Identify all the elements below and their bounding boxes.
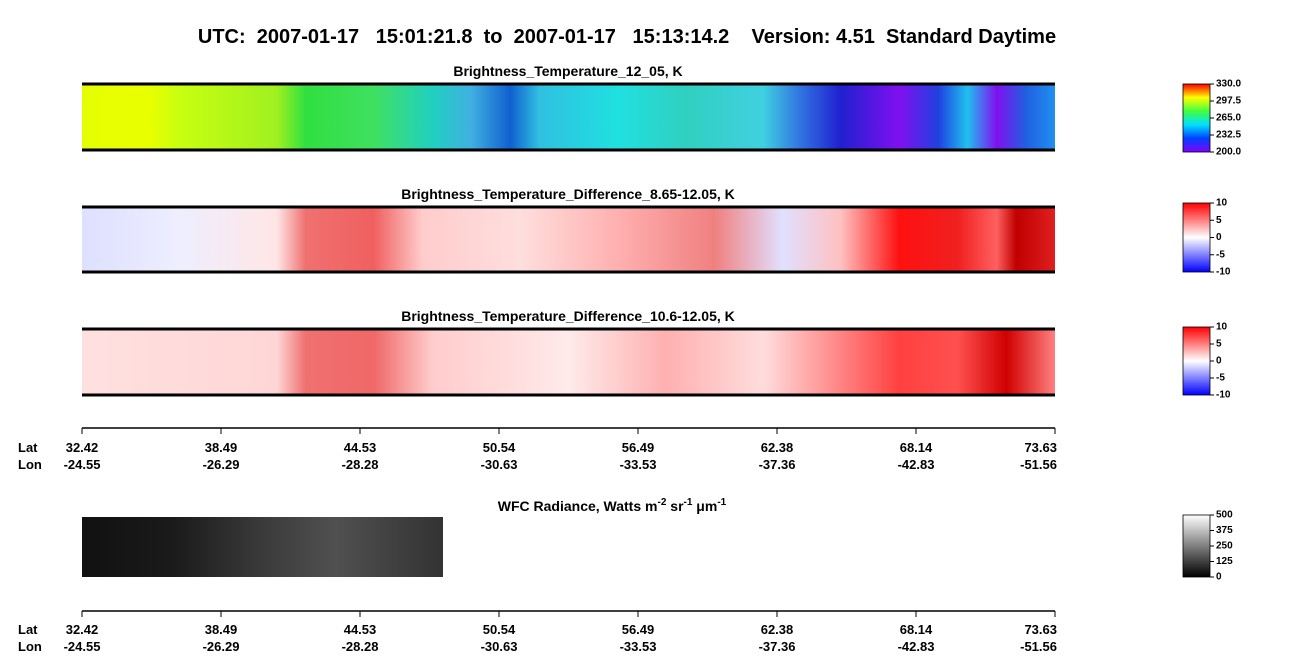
image-strip (82, 84, 1055, 150)
colorbar-label: 232.5 (1216, 130, 1241, 141)
colorbar-label: 0 (1216, 572, 1222, 583)
lat-label: 44.53 (344, 440, 377, 455)
lon-label: -24.55 (64, 639, 101, 654)
title-part: -2 (657, 497, 666, 508)
lon-label: -30.63 (481, 457, 518, 472)
colorbar-label: -5 (1216, 373, 1225, 384)
colorbar-label: 0 (1216, 356, 1222, 367)
lon-label: -42.83 (898, 457, 935, 472)
colorbar-label: 500 (1216, 510, 1233, 521)
colorbar-label: 0 (1216, 232, 1222, 243)
colorbar-label: 5 (1216, 215, 1222, 226)
lon-label: -26.29 (203, 457, 240, 472)
title-part: -1 (684, 497, 693, 508)
colorbar-label: -5 (1216, 249, 1225, 260)
colorbar-label: 375 (1216, 525, 1233, 536)
lat-label: 38.49 (205, 440, 238, 455)
title-part: WFC Radiance, Watts m (498, 498, 658, 514)
lat-label: 73.63 (1024, 622, 1057, 637)
lon-label: -42.83 (898, 639, 935, 654)
lat-label: 32.42 (66, 440, 99, 455)
lon-label: -33.53 (620, 457, 657, 472)
lat-label: 73.63 (1024, 440, 1057, 455)
lon-label: -28.28 (342, 639, 379, 654)
axis-label: Lat (18, 622, 38, 637)
colorbar-label: 200.0 (1216, 147, 1241, 158)
panel-title: Brightness_Temperature_Difference_8.65-1… (401, 186, 735, 202)
lat-label: 50.54 (483, 622, 516, 637)
colorbar-label: 10 (1216, 198, 1228, 209)
lat-label: 50.54 (483, 440, 516, 455)
colorbar-label: 297.5 (1216, 96, 1241, 107)
colorbar (1182, 202, 1211, 273)
colorbar (1182, 83, 1211, 153)
image-strip (82, 517, 443, 577)
colorbar (1182, 326, 1211, 396)
lon-label: -51.56 (1020, 639, 1057, 654)
title-part: sr (666, 498, 684, 514)
lat-label: 44.53 (344, 622, 377, 637)
colorbar-label: -10 (1216, 390, 1231, 401)
page-title: UTC: 2007-01-17 15:01:21.8 to 2007-01-17… (198, 26, 1056, 48)
lon-label: -37.36 (759, 639, 796, 654)
lat-label: 56.49 (622, 622, 655, 637)
lon-label: -30.63 (481, 639, 518, 654)
image-strip (82, 329, 1055, 395)
panel-title: WFC Radiance, Watts m-2 sr-1 μm-1 (498, 497, 727, 514)
lat-label: 68.14 (900, 622, 933, 637)
lon-label: -26.29 (203, 639, 240, 654)
lon-label: -51.56 (1020, 457, 1057, 472)
lon-label: -33.53 (620, 639, 657, 654)
lon-label: -24.55 (64, 457, 101, 472)
axis-label: Lon (18, 457, 42, 472)
colorbar-label: 250 (1216, 541, 1233, 552)
lon-label: -28.28 (342, 457, 379, 472)
title-part: μm (692, 498, 717, 514)
lat-label: 56.49 (622, 440, 655, 455)
colorbar (1182, 514, 1211, 578)
lon-label: -37.36 (759, 457, 796, 472)
panel-title: Brightness_Temperature_12_05, K (453, 63, 682, 79)
image-strip (82, 207, 1055, 272)
title-part: -1 (717, 497, 726, 508)
colorbar-label: 5 (1216, 339, 1222, 350)
colorbar-label: -10 (1216, 267, 1231, 278)
axis-label: Lat (18, 440, 38, 455)
lat-label: 62.38 (761, 622, 794, 637)
lat-label: 32.42 (66, 622, 99, 637)
colorbar-label: 125 (1216, 556, 1233, 567)
axis-label: Lon (18, 639, 42, 654)
lat-label: 62.38 (761, 440, 794, 455)
colorbar-label: 330.0 (1216, 79, 1241, 90)
lat-label: 38.49 (205, 622, 238, 637)
lat-label: 68.14 (900, 440, 933, 455)
colorbar-label: 10 (1216, 322, 1228, 333)
panel-title: Brightness_Temperature_Difference_10.6-1… (401, 308, 735, 324)
colorbar-label: 265.0 (1216, 113, 1241, 124)
